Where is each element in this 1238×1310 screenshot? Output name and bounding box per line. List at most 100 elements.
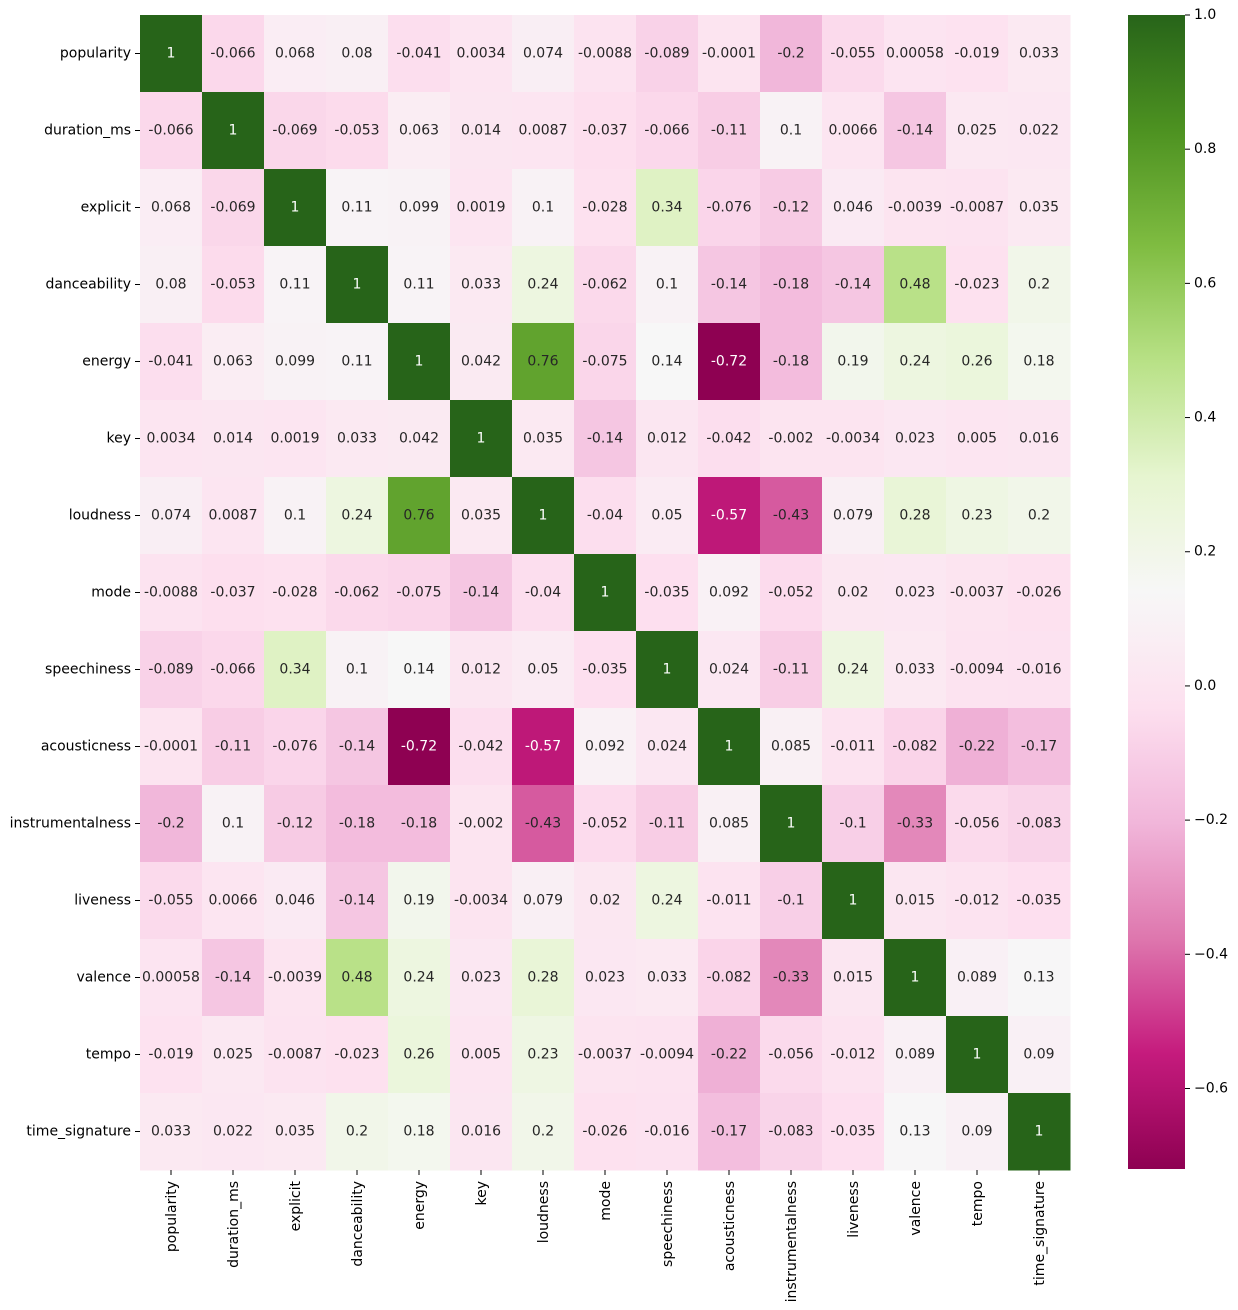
cell-label-explicit-energy: 0.099: [399, 200, 439, 216]
heatmap-cell-danceability-liveness: [822, 246, 885, 324]
heatmap-cell-instrumentalness-danceability: [326, 785, 389, 863]
cell-label-time_signature-speechiness: -0.016: [644, 1124, 689, 1140]
heatmap-cell-loudness-mode: [574, 477, 637, 555]
heatmap-cell-acousticness-key: [450, 708, 513, 786]
heatmap-cell-popularity-instrumentalness: [760, 15, 823, 93]
heatmap-cell-valence-mode: [574, 939, 637, 1017]
heatmap-cell-instrumentalness-tempo: [946, 785, 1009, 863]
heatmap-cell-popularity-mode: [574, 15, 637, 93]
heatmap-cell-energy-duration_ms: [202, 323, 265, 401]
heatmap-cell-key-acousticness: [698, 400, 761, 478]
cell-label-popularity-liveness: -0.055: [830, 46, 875, 62]
cell-label-time_signature-energy: 0.18: [403, 1124, 434, 1140]
heatmap-cell-explicit-danceability: [326, 169, 389, 247]
heatmap-cell-time_signature-energy: [388, 1093, 451, 1171]
cell-label-valence-mode: 0.023: [585, 970, 625, 986]
cell-label-valence-popularity: 0.00058: [142, 970, 200, 986]
x-tick-label-popularity: popularity: [164, 1181, 180, 1252]
cell-label-speechiness-valence: 0.033: [895, 662, 935, 678]
cell-label-liveness-instrumentalness: -0.1: [777, 893, 804, 909]
heatmap-cell-popularity-danceability: [326, 15, 389, 93]
cell-label-duration_ms-instrumentalness: 0.1: [780, 123, 802, 139]
heatmap-cell-danceability-time_signature: [1008, 246, 1071, 324]
heatmap-cell-time_signature-explicit: [264, 1093, 327, 1171]
cell-label-tempo-energy: 0.26: [403, 1047, 434, 1063]
cell-label-liveness-liveness: 1: [849, 893, 858, 909]
heatmap-cell-energy-danceability: [326, 323, 389, 401]
heatmap-cell-key-key: [450, 400, 513, 478]
cell-label-loudness-tempo: 0.23: [961, 508, 992, 524]
heatmap-cell-popularity-loudness: [512, 15, 575, 93]
cell-label-tempo-time_signature: 0.09: [1023, 1047, 1054, 1063]
cell-label-mode-speechiness: -0.035: [644, 585, 689, 601]
cell-label-popularity-instrumentalness: -0.2: [777, 46, 804, 62]
cell-label-liveness-danceability: -0.14: [339, 893, 375, 909]
heatmap-cell-danceability-loudness: [512, 246, 575, 324]
heatmap-cell-mode-speechiness: [636, 554, 699, 632]
cell-label-energy-instrumentalness: -0.18: [773, 354, 809, 370]
cell-label-tempo-popularity: -0.019: [148, 1047, 193, 1063]
heatmap-cell-tempo-mode: [574, 1016, 637, 1094]
heatmap-cell-danceability-instrumentalness: [760, 246, 823, 324]
heatmap-cell-tempo-instrumentalness: [760, 1016, 823, 1094]
cell-label-tempo-explicit: -0.0087: [268, 1047, 322, 1063]
cell-label-danceability-key: 0.033: [461, 277, 501, 293]
heatmap-cell-danceability-duration_ms: [202, 246, 265, 324]
heatmap-cell-duration_ms-key: [450, 92, 513, 170]
heatmap-cell-mode-energy: [388, 554, 451, 632]
cell-label-duration_ms-energy: 0.063: [399, 123, 439, 139]
x-tick-label-loudness: loudness: [536, 1181, 552, 1243]
heatmap-cell-popularity-popularity: [140, 15, 203, 93]
heatmap-cell-valence-duration_ms: [202, 939, 265, 1017]
heatmap-cell-valence-popularity: [140, 939, 203, 1017]
heatmap-cell-danceability-explicit: [264, 246, 327, 324]
cell-label-liveness-loudness: 0.079: [523, 893, 563, 909]
y-tick-label-duration_ms: duration_ms: [44, 123, 131, 139]
cell-label-time_signature-loudness: 0.2: [532, 1124, 554, 1140]
heatmap-cell-loudness-acousticness: [698, 477, 761, 555]
cell-label-mode-tempo: -0.0037: [950, 585, 1004, 601]
cell-label-valence-danceability: 0.48: [341, 970, 372, 986]
heatmap-cell-liveness-instrumentalness: [760, 862, 823, 940]
heatmap-cell-speechiness-key: [450, 631, 513, 709]
heatmap-cell-speechiness-loudness: [512, 631, 575, 709]
heatmap-cell-tempo-valence: [884, 1016, 947, 1094]
cell-label-instrumentalness-energy: -0.18: [401, 816, 437, 832]
heatmap-cell-danceability-energy: [388, 246, 451, 324]
heatmap-cell-loudness-popularity: [140, 477, 203, 555]
heatmap-cell-instrumentalness-instrumentalness: [760, 785, 823, 863]
heatmap-cell-time_signature-speechiness: [636, 1093, 699, 1171]
cell-label-danceability-liveness: -0.14: [835, 277, 871, 293]
cell-label-speechiness-acousticness: 0.024: [709, 662, 749, 678]
heatmap-cell-duration_ms-energy: [388, 92, 451, 170]
heatmap-cell-danceability-danceability: [326, 246, 389, 324]
cell-label-duration_ms-mode: -0.037: [582, 123, 627, 139]
x-tick-label-speechiness: speechiness: [660, 1181, 676, 1267]
heatmap-cell-duration_ms-explicit: [264, 92, 327, 170]
cell-label-speechiness-energy: 0.14: [403, 662, 434, 678]
cell-label-mode-danceability: -0.062: [334, 585, 379, 601]
heatmap-cell-instrumentalness-energy: [388, 785, 451, 863]
heatmap-cell-time_signature-key: [450, 1093, 513, 1171]
colorbar-tick-label: 0.6: [1194, 275, 1216, 291]
heatmap-cell-danceability-popularity: [140, 246, 203, 324]
cell-label-loudness-energy: 0.76: [403, 508, 434, 524]
cell-label-mode-acousticness: 0.092: [709, 585, 749, 601]
cell-label-popularity-energy: -0.041: [396, 46, 441, 62]
colorbar-tick-label: 0.0: [1194, 678, 1216, 694]
cell-label-instrumentalness-speechiness: -0.11: [649, 816, 685, 832]
heatmap-cell-speechiness-tempo: [946, 631, 1009, 709]
cell-label-acousticness-key: -0.042: [458, 739, 503, 755]
heatmap-cell-liveness-speechiness: [636, 862, 699, 940]
cell-label-danceability-loudness: 0.24: [527, 277, 558, 293]
heatmap-cell-duration_ms-time_signature: [1008, 92, 1071, 170]
cell-label-time_signature-valence: 0.13: [899, 1124, 930, 1140]
cell-label-duration_ms-speechiness: -0.066: [644, 123, 689, 139]
heatmap-cell-instrumentalness-speechiness: [636, 785, 699, 863]
heatmap-cell-tempo-tempo: [946, 1016, 1009, 1094]
cell-label-duration_ms-key: 0.014: [461, 123, 501, 139]
heatmap-cell-time_signature-loudness: [512, 1093, 575, 1171]
cell-label-valence-time_signature: 0.13: [1023, 970, 1054, 986]
cell-label-loudness-explicit: 0.1: [284, 508, 306, 524]
cell-label-popularity-popularity: 1: [167, 46, 176, 62]
